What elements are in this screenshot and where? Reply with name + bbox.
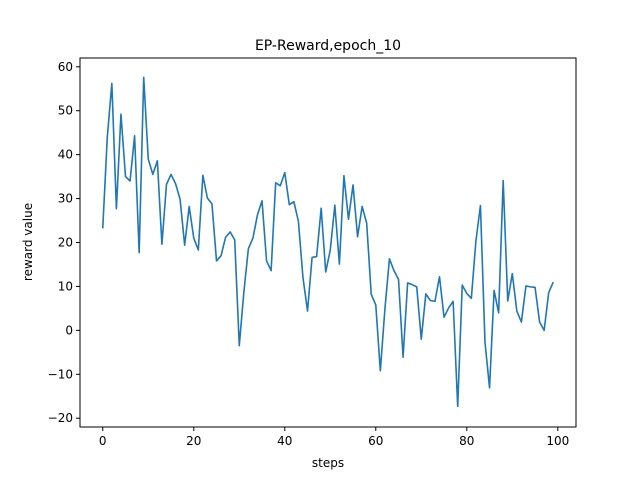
y-tick-label: 0 xyxy=(65,323,73,337)
x-tick-label: 100 xyxy=(546,434,569,448)
chart-title: EP-Reward,epoch_10 xyxy=(255,38,401,54)
x-tick-label: 40 xyxy=(277,434,292,448)
x-axis-label: steps xyxy=(312,456,344,470)
y-tick-label: 40 xyxy=(58,148,73,162)
y-tick-label: 10 xyxy=(58,279,73,293)
series-line-0 xyxy=(101,76,554,408)
y-tick-label: −20 xyxy=(48,411,73,425)
y-tick-label: 60 xyxy=(58,60,73,74)
x-tick-label: 60 xyxy=(368,434,383,448)
y-tick-label: −10 xyxy=(48,367,73,381)
x-tick-label: 20 xyxy=(186,434,201,448)
y-tick-label: 50 xyxy=(58,104,73,118)
x-tick-label: 80 xyxy=(459,434,474,448)
axis-ticks: 0 20 40 60 80 100 −20 −10 0 10 20 30 40 50 60 xyxy=(48,60,570,448)
plot-area-frame xyxy=(79,57,577,428)
x-tick-label: 0 xyxy=(99,434,107,448)
y-tick-label: 20 xyxy=(58,236,73,250)
y-tick-label: 30 xyxy=(58,192,73,206)
y-axis-label: reward value xyxy=(21,203,35,281)
series-group xyxy=(101,76,554,408)
